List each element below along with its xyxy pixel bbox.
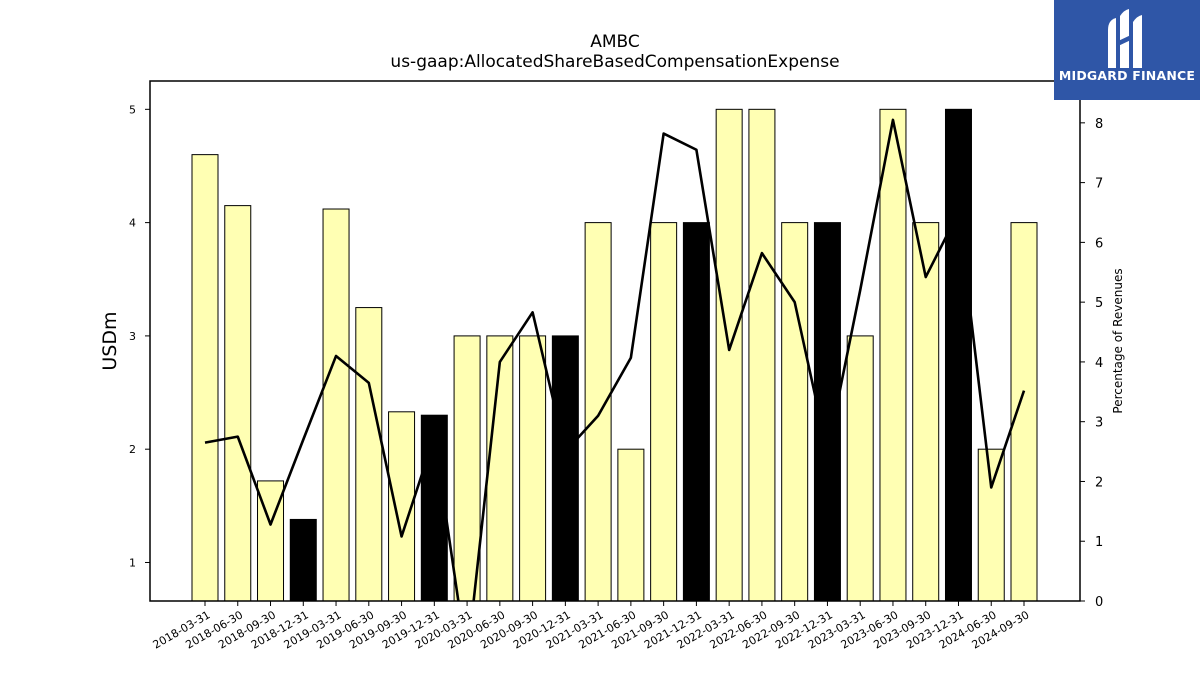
y2-tick-label: 0	[1095, 595, 1103, 610]
y-tick-label: 3	[129, 330, 136, 343]
y-tick-label: 1	[129, 556, 136, 569]
logo-mark-icon	[1108, 9, 1142, 68]
bar-2018-12-31	[289, 518, 317, 602]
bar-2018-03-31	[191, 154, 219, 602]
bar-2024-06-30	[977, 448, 1005, 602]
bar-2021-03-31	[584, 222, 612, 602]
bar-2022-09-30	[781, 222, 809, 602]
y-tick-label: 4	[129, 217, 136, 230]
y2-tick-label: 1	[1095, 535, 1103, 550]
bar-2019-03-31	[322, 208, 350, 602]
bar-2023-09-30	[912, 222, 940, 602]
y2-tick-label: 8	[1095, 117, 1103, 132]
bar-2023-03-31	[846, 335, 874, 602]
y2-tick-label: 4	[1095, 356, 1103, 371]
right-axis: 0 1 2 3 4 5 6 7 8	[1080, 117, 1103, 610]
bar-2021-09-30	[650, 222, 678, 602]
x-axis: 2018-03-312018-06-302018-09-302018-12-31…	[151, 601, 1032, 652]
bar-2023-12-31	[944, 108, 972, 602]
y2-axis-label: Percentage of Revenues	[1111, 268, 1125, 413]
y-tick-label: 5	[129, 103, 136, 116]
bar-2019-12-31	[420, 414, 448, 602]
chart-subtitle: us-gaap:AllocatedShareBasedCompensationE…	[390, 52, 840, 72]
chart-title: AMBC	[590, 32, 640, 52]
revenue-percentage-line	[204, 118, 1026, 601]
bars-layer	[191, 108, 1038, 602]
line-layer	[204, 118, 1026, 601]
y-axis-label: USDm	[99, 311, 121, 370]
y-tick-label: 2	[129, 443, 136, 456]
logo-text: MIDGARD FINANCE	[1058, 68, 1196, 83]
y2-tick-label: 7	[1095, 177, 1103, 192]
left-axis: 1 2 3 4 5	[129, 103, 150, 569]
brand-logo: MIDGARD FINANCE	[1054, 0, 1200, 100]
bar-2022-03-31	[715, 108, 743, 602]
y2-tick-label: 2	[1095, 475, 1103, 490]
bar-2021-12-31	[682, 222, 710, 602]
y2-tick-label: 3	[1095, 416, 1103, 431]
bar-2018-06-30	[224, 205, 252, 602]
bar-2021-06-30	[617, 448, 645, 602]
bar-2020-12-31	[551, 335, 579, 602]
bar-2022-06-30	[748, 108, 776, 602]
bar-2019-06-30	[355, 307, 383, 602]
plot-frame	[149, 80, 1081, 602]
bar-2020-06-30	[486, 335, 514, 602]
bar-2020-03-31	[453, 335, 481, 602]
bar-2024-09-30	[1010, 222, 1038, 602]
y2-tick-label: 5	[1095, 296, 1103, 311]
bar-2020-09-30	[519, 335, 547, 602]
bar-2023-06-30	[879, 108, 907, 602]
y2-tick-label: 6	[1095, 236, 1103, 251]
